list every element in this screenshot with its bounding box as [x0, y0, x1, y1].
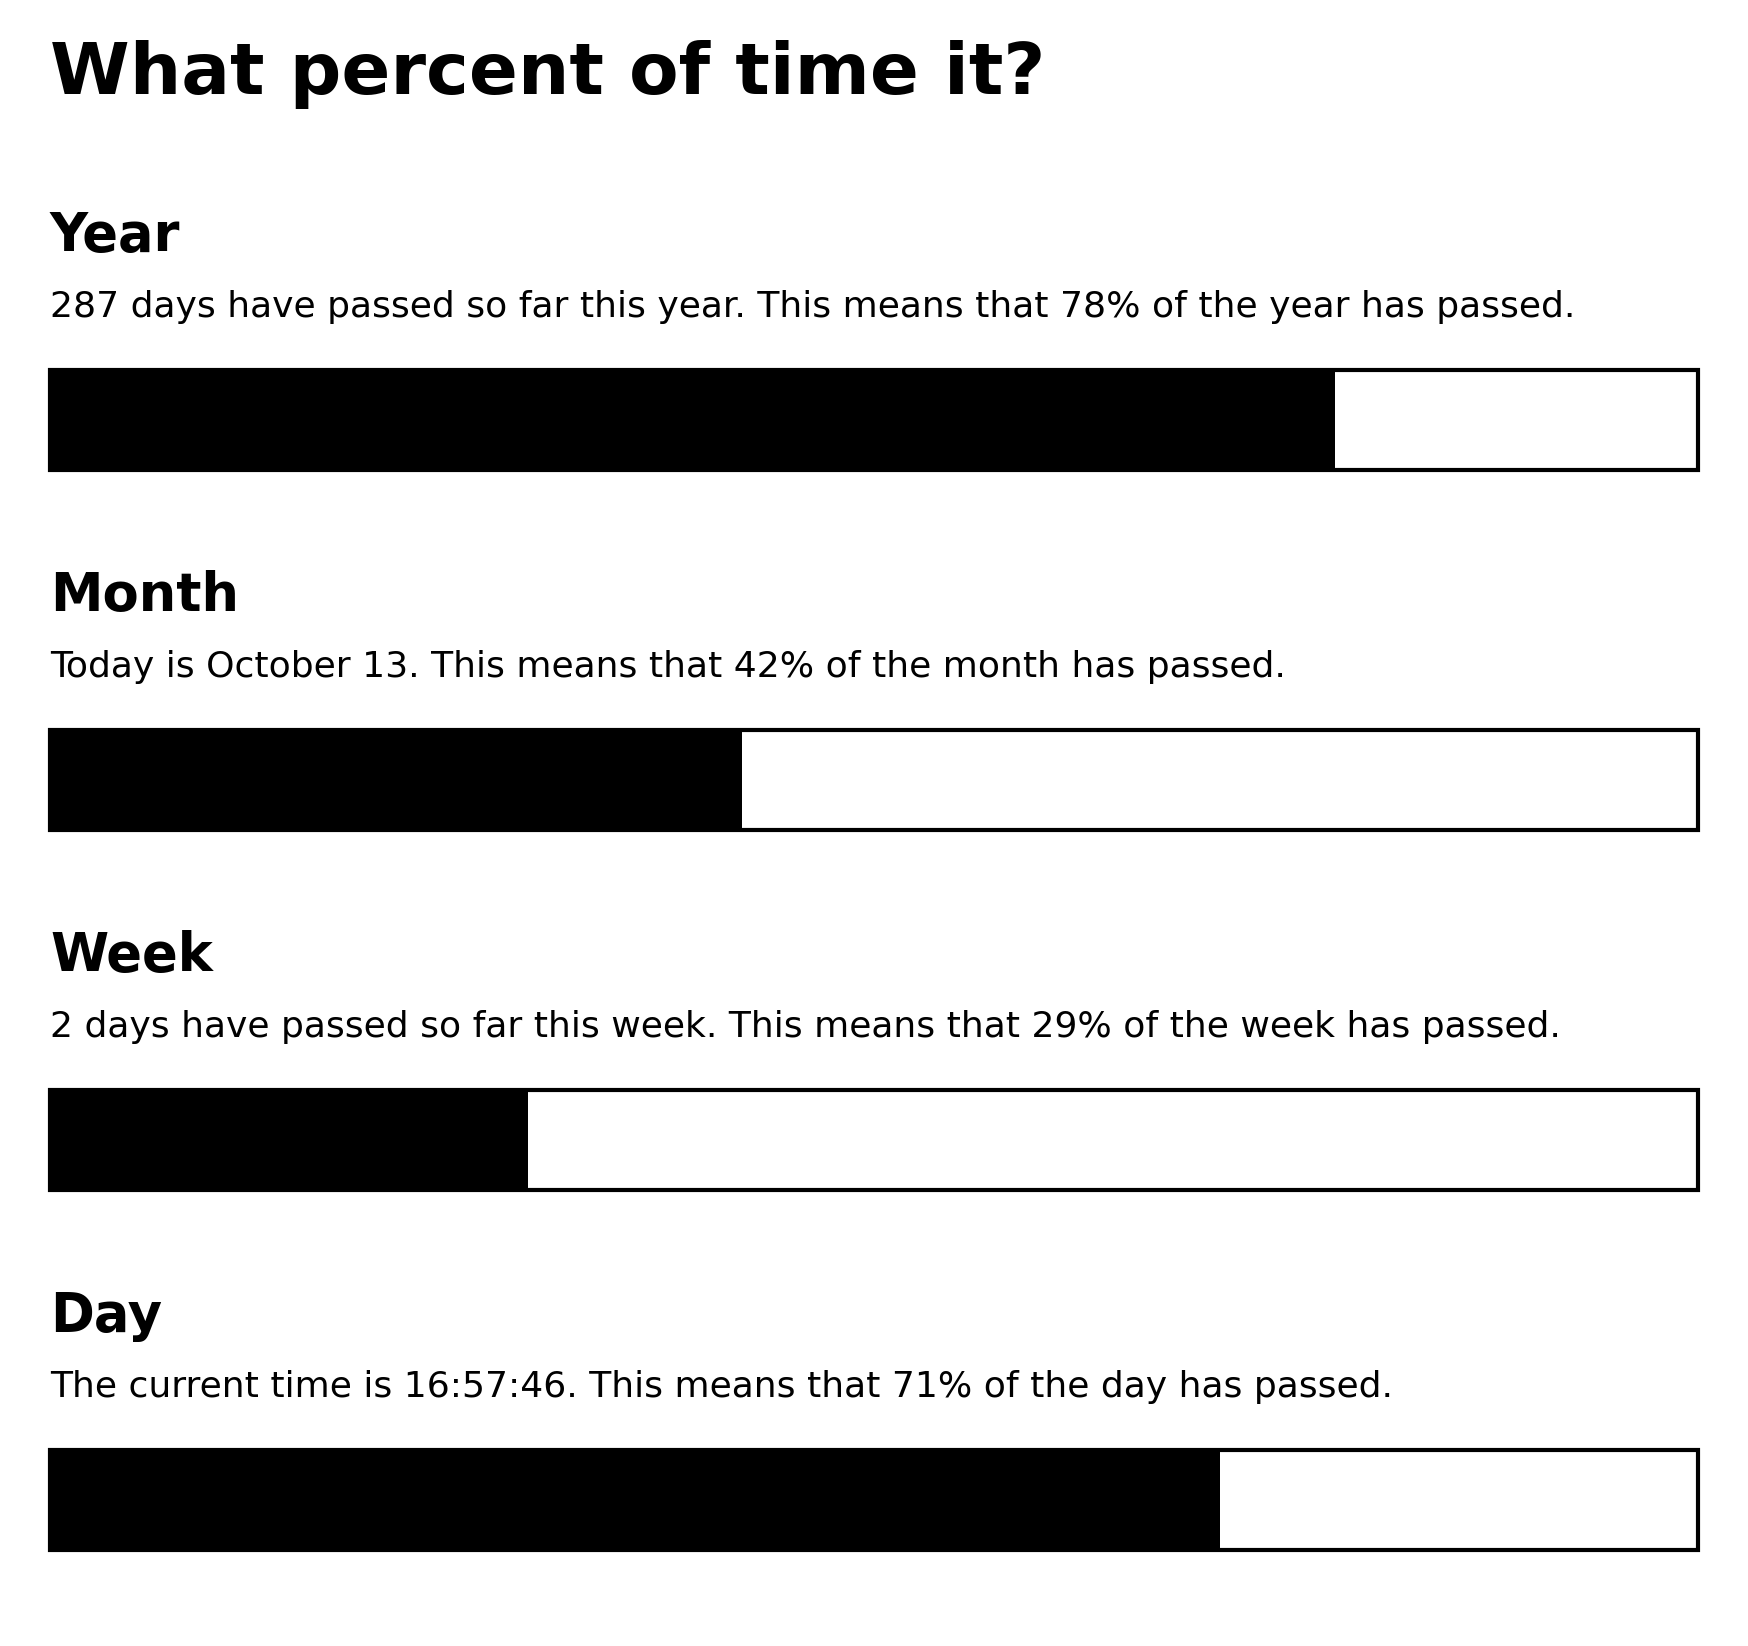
Bar	[51, 370, 1697, 471]
Bar	[51, 1090, 528, 1190]
Bar	[743, 729, 1697, 830]
Text: Week: Week	[51, 930, 213, 983]
Bar	[51, 370, 1335, 471]
Text: Month: Month	[51, 570, 239, 622]
Text: What percent of time it?: What percent of time it?	[51, 40, 1045, 109]
Bar	[1335, 370, 1697, 471]
Text: 2 days have passed so far this week. This means that 29% of the week has passed.: 2 days have passed so far this week. Thi…	[51, 1011, 1561, 1044]
Bar	[51, 1450, 1220, 1551]
Bar	[51, 729, 743, 830]
Text: 287 days have passed so far this year. This means that 78% of the year has passe: 287 days have passed so far this year. T…	[51, 290, 1575, 324]
Bar	[51, 1090, 1697, 1190]
Bar	[51, 729, 1697, 830]
Bar	[1220, 1450, 1697, 1551]
Bar	[51, 1450, 1697, 1551]
Text: Today is October 13. This means that 42% of the month has passed.: Today is October 13. This means that 42%…	[51, 650, 1287, 685]
Text: The current time is 16:57:46. This means that 71% of the day has passed.: The current time is 16:57:46. This means…	[51, 1369, 1393, 1404]
Text: Year: Year	[51, 211, 180, 262]
Text: Day: Day	[51, 1290, 163, 1341]
Bar	[528, 1090, 1697, 1190]
